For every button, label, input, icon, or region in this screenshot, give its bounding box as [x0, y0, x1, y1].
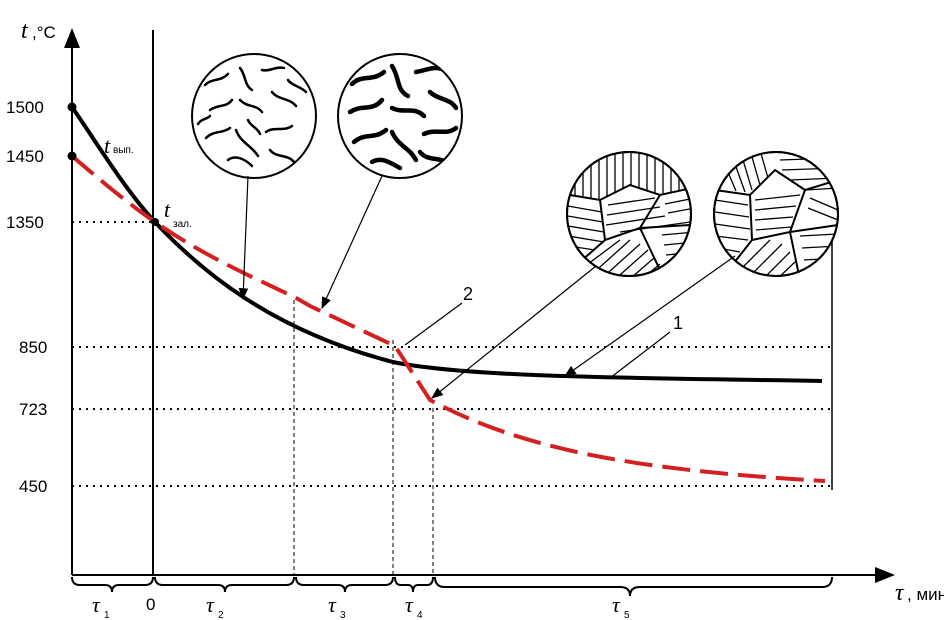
interval-3-sub: 3 [340, 610, 346, 620]
interval-1-symbol: τ [92, 592, 101, 617]
brace-5 [434, 576, 833, 597]
t-pour-sub: зал. [173, 219, 192, 230]
guide-lines [72, 221, 835, 487]
y-axis-unit: ,°C [32, 23, 56, 42]
leader-arrows [238, 175, 736, 399]
t-pour-symbol: t [164, 197, 171, 222]
t-release-symbol: t [104, 133, 111, 158]
y-tick-723: 723 [19, 400, 47, 419]
brace-4 [394, 576, 434, 593]
x-axis-symbol: τ [895, 580, 905, 606]
x-axis-unit: , мин [907, 585, 944, 604]
interval-lines [293, 300, 434, 575]
brace-1 [71, 576, 154, 593]
interval-5-sub: 5 [624, 610, 630, 620]
brace-3 [295, 576, 394, 593]
y-tick-450: 450 [19, 477, 47, 496]
interval-2-sub: 2 [218, 610, 224, 620]
point-1500 [67, 102, 77, 112]
microstructure-grains-2 [713, 151, 839, 277]
point-pour [151, 218, 159, 226]
point-1450 [67, 151, 77, 161]
series-2-label: 2 [463, 284, 473, 304]
microstructure-fine-flakes [191, 53, 317, 179]
interval-braces [71, 576, 833, 597]
microstructure-pearlite-grains [566, 151, 692, 277]
y-axis-symbol: t [21, 18, 29, 44]
arrow-circle1 [238, 175, 249, 301]
t-release-sub: вып. [113, 145, 134, 156]
interval-4-sub: 4 [417, 610, 423, 620]
arrow-circle2 [321, 175, 383, 310]
y-tick-1350: 1350 [6, 213, 44, 232]
y-tick-850: 850 [19, 338, 47, 357]
interval-4-symbol: τ [405, 592, 414, 617]
interval-5-symbol: τ [612, 592, 621, 617]
series-1-leader [609, 331, 671, 379]
interval-3-symbol: τ [328, 592, 337, 617]
series-1-curve [70, 105, 823, 383]
arrow-circle4 [564, 255, 736, 377]
series-2-leader [404, 302, 463, 346]
series-2-curve [70, 154, 826, 483]
x-zero-label: 0 [146, 595, 155, 614]
interval-2-symbol: τ [206, 592, 215, 617]
y-tick-1500: 1500 [6, 98, 44, 117]
microstructure-coarse-flakes [337, 53, 463, 179]
brace-2 [154, 576, 295, 593]
arrow-circle3 [431, 265, 597, 399]
interval-1-sub: 1 [104, 610, 110, 620]
y-tick-1450: 1450 [6, 147, 44, 166]
series-1-label: 1 [673, 313, 683, 333]
